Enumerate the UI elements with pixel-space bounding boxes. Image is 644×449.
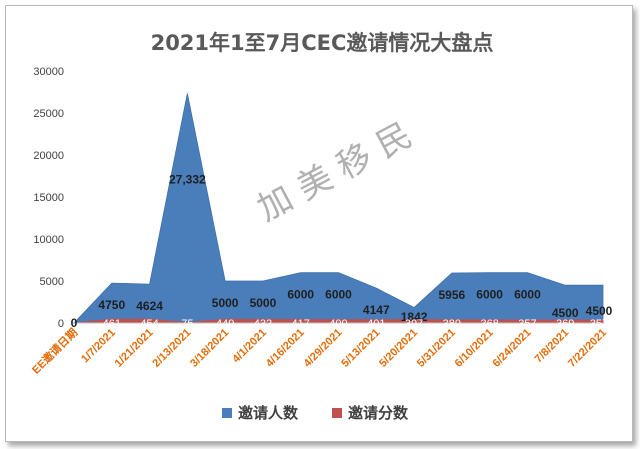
data-label-score: 380 — [443, 318, 461, 330]
y-tick-label: 5000 — [40, 276, 64, 288]
data-label-applicants: 4500 — [552, 306, 579, 320]
data-label-score: 454 — [140, 318, 158, 330]
x-axis: EE邀请日期 1/7/20211/21/20212/13/20213/18/202… — [29, 322, 609, 377]
legend-swatch — [222, 408, 232, 418]
x-tick-label: EE邀请日期 — [29, 325, 80, 376]
chart-frame — [5, 5, 633, 442]
x-tick-label: 5/20/2021 — [377, 327, 420, 370]
data-label-applicants: 4147 — [363, 303, 390, 317]
series-area-1 — [73, 93, 604, 324]
chart-title: 2021年1至7月CEC邀请情况大盘点 — [151, 31, 494, 55]
x-tick-label: 4/16/2021 — [264, 327, 307, 370]
x-tick-label: 7/8/2021 — [533, 327, 572, 366]
y-tick-label: 30000 — [33, 66, 64, 78]
legend-swatch — [332, 408, 342, 418]
data-label-applicants: 1842 — [401, 310, 428, 324]
y-tick-label: 10000 — [33, 234, 64, 246]
watermark: 加 美 移 民 — [251, 115, 419, 229]
x-tick-label: 1/7/2021 — [79, 327, 118, 366]
data-label-applicants: 6000 — [514, 288, 541, 302]
data-label-applicants: 5956 — [439, 288, 466, 302]
x-tick-label: 1/21/2021 — [113, 327, 156, 370]
data-label-applicants: 0 — [71, 316, 78, 330]
x-tick-label: 6/24/2021 — [490, 327, 533, 370]
data-label-applicants: 4750 — [98, 298, 125, 312]
y-axis: 0 5000 10000 15000 20000 25000 30000 — [33, 66, 64, 330]
data-label-score: 357 — [518, 318, 536, 330]
data-label-score: 368 — [480, 318, 498, 330]
legend-label: 邀请分数 — [348, 404, 409, 422]
data-label-applicants: 6000 — [287, 288, 314, 302]
y-tick-label: 20000 — [33, 150, 64, 162]
x-tick-label: 4/29/2021 — [302, 327, 345, 370]
x-tick-label: 5/13/2021 — [339, 327, 382, 370]
x-tick-label: 6/10/2021 — [453, 327, 496, 370]
data-label-score: 397 — [405, 318, 423, 330]
data-label-applicants: 5000 — [250, 296, 277, 310]
x-tick-label: 7/22/2021 — [566, 327, 609, 370]
data-labels: 0 4750 4624 27,332 5000 5000 6000 6000 4147 1842 5… — [71, 173, 613, 330]
series-area-2 — [73, 318, 604, 324]
x-tick-label: 4/1/2021 — [230, 327, 269, 366]
data-label-applicants: 4500 — [586, 304, 613, 318]
data-label-applicants: 6000 — [325, 288, 352, 302]
x-tick-label: 2/13/2021 — [150, 327, 193, 370]
y-tick-label: 25000 — [33, 108, 64, 120]
legend: 邀请人数 邀请分数 — [222, 404, 409, 422]
data-label-applicants: 27,332 — [169, 173, 206, 187]
data-label-score: 400 — [329, 318, 347, 330]
legend-label: 邀请人数 — [238, 404, 299, 422]
plot-areas — [73, 93, 604, 324]
data-label-score: 75 — [181, 318, 193, 330]
data-label-score: 357 — [590, 318, 608, 330]
data-label-score: 417 — [292, 318, 310, 330]
data-label-score: 432 — [254, 318, 272, 330]
data-label-score: 449 — [216, 318, 234, 330]
x-tick-label: 5/31/2021 — [415, 327, 458, 370]
data-label-applicants: 4624 — [136, 299, 163, 313]
data-label-score: 461 — [103, 318, 121, 330]
data-label-applicants: 5000 — [212, 296, 239, 310]
data-label-score: 369 — [556, 318, 574, 330]
data-label-applicants: 6000 — [476, 288, 503, 302]
y-tick-label: 0 — [58, 318, 64, 330]
y-tick-label: 15000 — [33, 192, 64, 204]
data-label-score: 401 — [367, 318, 385, 330]
x-tick-label: 3/18/2021 — [188, 327, 231, 370]
